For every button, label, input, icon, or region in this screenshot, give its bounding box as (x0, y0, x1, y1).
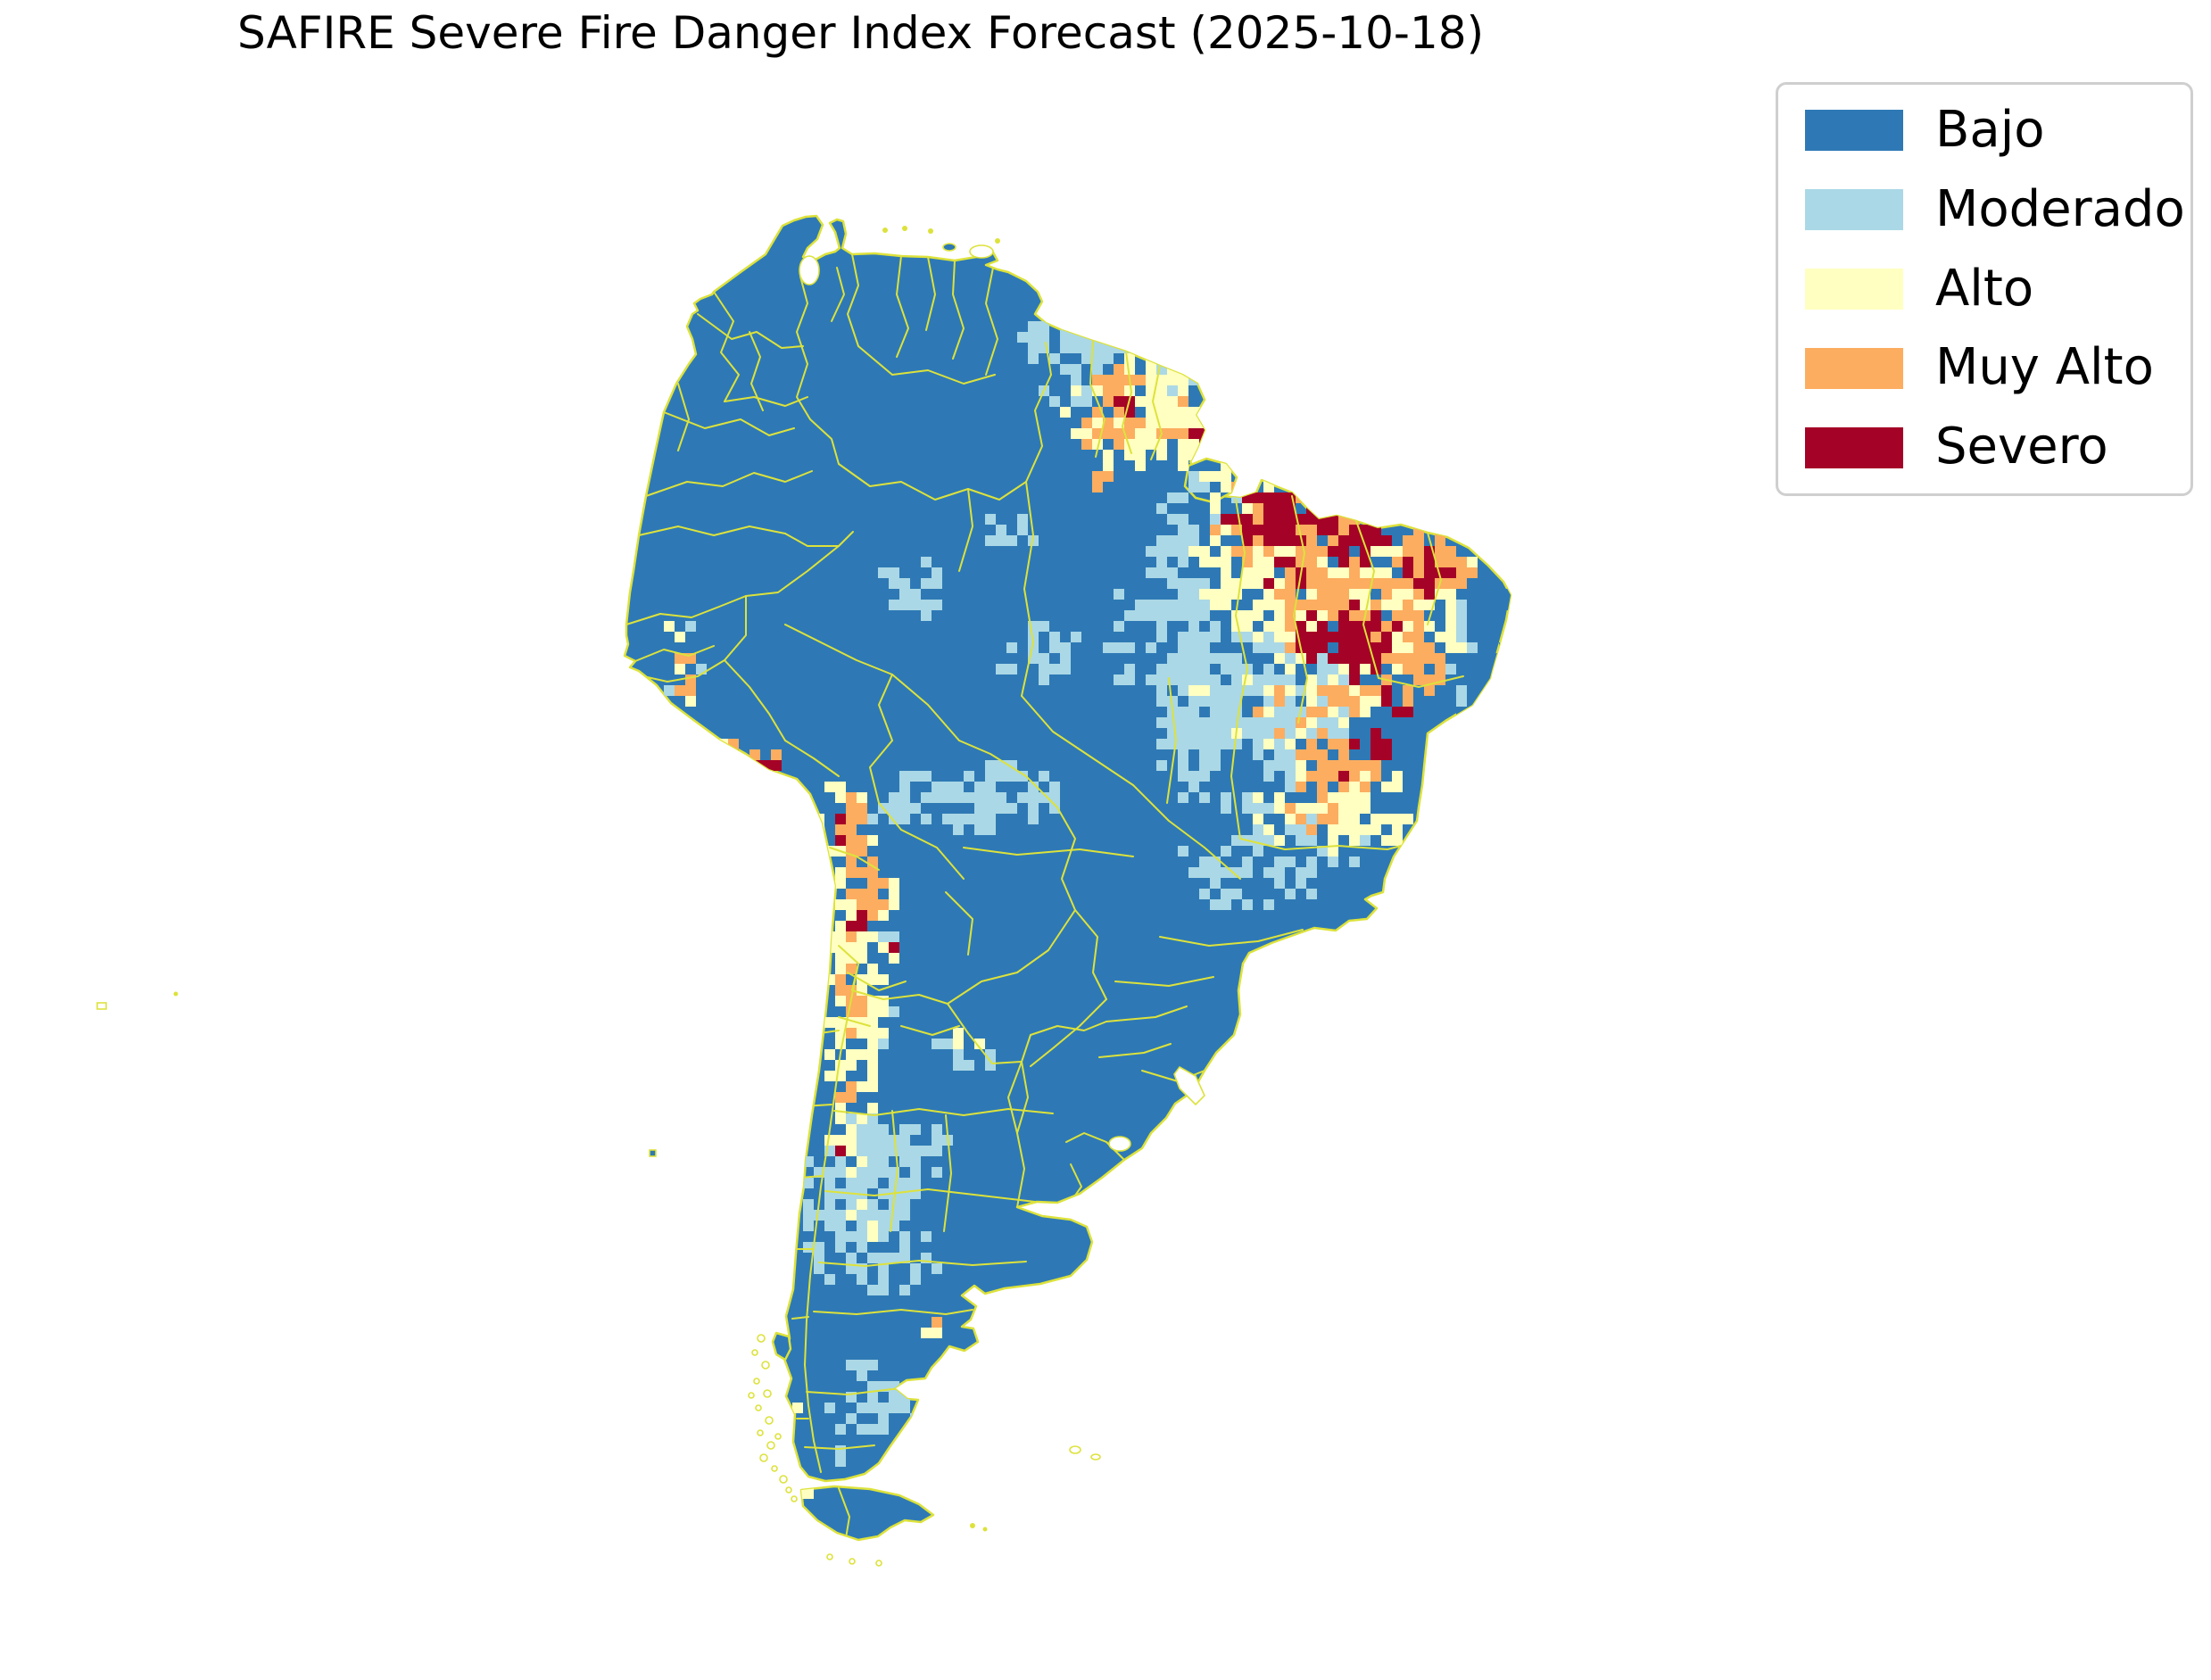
danger-raster-layer (664, 321, 1511, 1499)
legend: Bajo Moderado Alto Muy Alto Severo (1776, 82, 2193, 496)
legend-label-alto: Alto (1935, 259, 2034, 318)
legend-label-muy-alto: Muy Alto (1935, 338, 2154, 397)
legend-label-severo: Severo (1935, 418, 2108, 476)
legend-label-bajo: Bajo (1935, 101, 2045, 159)
legend-label-moderado: Moderado (1935, 179, 2185, 238)
figure-title: SAFIRE Severe Fire Danger Index Forecast… (237, 7, 1485, 59)
legend-swatch-bajo (1805, 110, 1903, 152)
islands-lakes-layer (96, 226, 1205, 1567)
legend-swatch-muy-alto (1805, 347, 1903, 389)
legend-item-bajo: Bajo (1805, 101, 2164, 159)
legend-item-alto: Alto (1805, 259, 2164, 318)
legend-item-muy-alto: Muy Alto (1805, 342, 2164, 394)
admin-boundaries-layer (625, 247, 1464, 1539)
legend-swatch-alto (1805, 268, 1903, 310)
legend-item-moderado: Moderado (1805, 183, 2185, 236)
legend-swatch-moderado (1805, 189, 1903, 231)
legend-item-severo: Severo (1805, 418, 2164, 476)
legend-swatch-severo (1805, 426, 1903, 468)
